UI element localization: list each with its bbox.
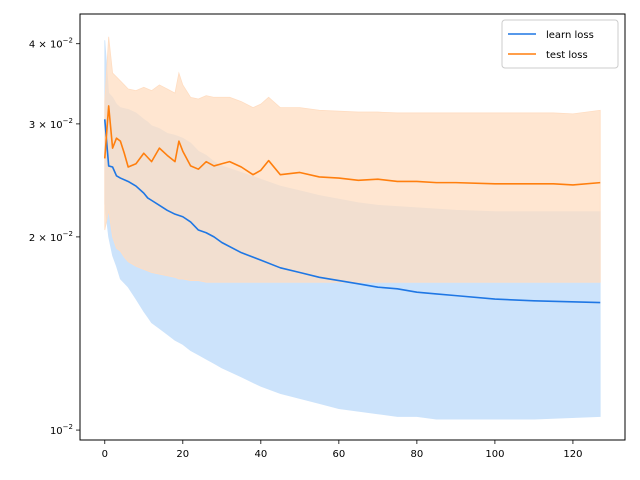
legend-label-learn-loss: learn loss [546, 30, 594, 41]
learn-loss-line [103, 119, 601, 304]
x-tick-label: 120 [563, 449, 582, 460]
confidence-bands [104, 36, 601, 420]
x-tick-label: 80 [411, 449, 424, 460]
y-tick-label: 2 × 10−2 [29, 230, 73, 244]
y-axis-ticks: 10−2 2 × 10−2 3 × 10−2 4 × 10−2 [29, 37, 80, 437]
legend-box [501, 19, 619, 69]
y-tick-label: 4 × 10−2 [29, 37, 73, 51]
legend: learn loss test loss [501, 19, 619, 69]
test-loss-line [103, 105, 601, 186]
x-axis-ticks: 0 20 40 60 80 100 120 [102, 440, 582, 460]
x-tick-label: 100 [485, 449, 504, 460]
x-tick-label: 60 [332, 449, 345, 460]
x-tick-label: 0 [102, 449, 108, 460]
test-loss-band [104, 36, 601, 283]
x-tick-label: 20 [176, 449, 189, 460]
x-tick-label: 40 [254, 449, 267, 460]
plot-frame [79, 13, 626, 441]
legend-label-test-loss: test loss [546, 50, 588, 61]
y-tick-label: 3 × 10−2 [29, 117, 73, 131]
series-lines [103, 105, 601, 304]
y-tick-label: 10−2 [50, 423, 73, 437]
